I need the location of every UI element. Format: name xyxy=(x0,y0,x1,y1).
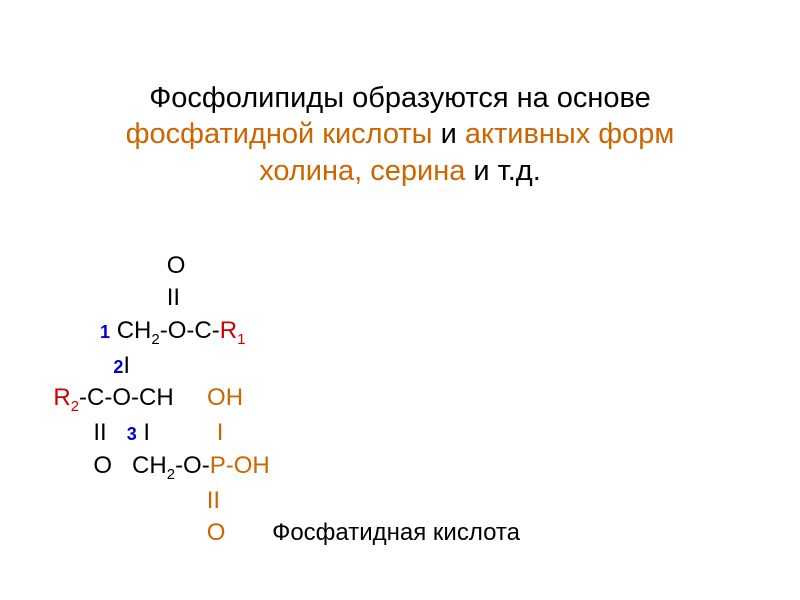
formula-caption: Фосфатидная кислота xyxy=(272,519,520,546)
single-bond: I xyxy=(123,352,130,379)
group-OH-2: OH xyxy=(234,452,270,479)
position-number-3: 3 xyxy=(127,424,137,444)
bonds: -O-C- xyxy=(160,317,220,344)
formula-row-5: R2-C-O-CH OH xyxy=(0,382,800,417)
formula-row-8: II xyxy=(0,485,800,517)
double-bond-3: II xyxy=(207,487,220,514)
title-text-black-1: Фосфолипиды образуются на основе xyxy=(149,82,651,114)
group-CH-b: CH xyxy=(139,384,174,411)
position-number-2: 2 xyxy=(113,357,123,377)
atom-P: P xyxy=(210,452,226,479)
formula-row-6: II 3 I I xyxy=(0,417,800,449)
subscript-1: 1 xyxy=(237,331,245,348)
double-bond-2: II xyxy=(93,419,106,446)
atom-O: O xyxy=(167,252,186,279)
formula-row-2: II xyxy=(0,282,800,314)
group-R2: R xyxy=(53,384,70,411)
title-text-orange-1: фосфатидной кислоты xyxy=(126,118,433,150)
group-R: R xyxy=(220,317,237,344)
atom-O-3: O xyxy=(207,519,226,546)
group-OH: OH xyxy=(207,384,243,411)
title-line-1: Фосфолипиды образуются на основе xyxy=(0,80,800,116)
single-bond-3: I xyxy=(217,419,224,446)
title-text-black-2: и xyxy=(433,118,465,150)
title-line-2: фосфатидной кислоты и активных форм xyxy=(0,116,800,152)
group-CH-c: CH xyxy=(132,452,167,479)
subscript-2: 2 xyxy=(151,331,159,348)
formula-row-1: O xyxy=(0,250,800,282)
formula-row-9: O Фосфатидная кислота xyxy=(0,517,800,549)
title-text-black-3: и т.д. xyxy=(465,155,540,187)
title-line-3: холина, серина и т.д. xyxy=(0,153,800,189)
title-text-orange-3: холина, серина xyxy=(259,155,465,187)
chemical-formula: O II 1 CH2-O-C-R1 2I R2-C-O-CH OH II 3 I… xyxy=(0,250,800,549)
formula-row-3: 1 CH2-O-C-R1 xyxy=(0,315,800,350)
subscript-2b: 2 xyxy=(71,398,79,415)
slide-title: Фосфолипиды образуются на основе фосфати… xyxy=(0,80,800,189)
group-CH: CH xyxy=(117,317,152,344)
bond-dash: - xyxy=(226,452,234,479)
title-text-orange-2: активных форм xyxy=(465,118,675,150)
position-number-1: 1 xyxy=(100,322,110,342)
subscript-2c: 2 xyxy=(167,465,175,482)
bonds-3: -O- xyxy=(175,452,210,479)
bonds-2: -C-O- xyxy=(79,384,139,411)
double-bond: II xyxy=(167,284,180,311)
formula-row-4: 2I xyxy=(0,350,800,382)
formula-row-7: O CH2-O-P-OH xyxy=(0,450,800,485)
atom-O-2: O xyxy=(93,452,112,479)
